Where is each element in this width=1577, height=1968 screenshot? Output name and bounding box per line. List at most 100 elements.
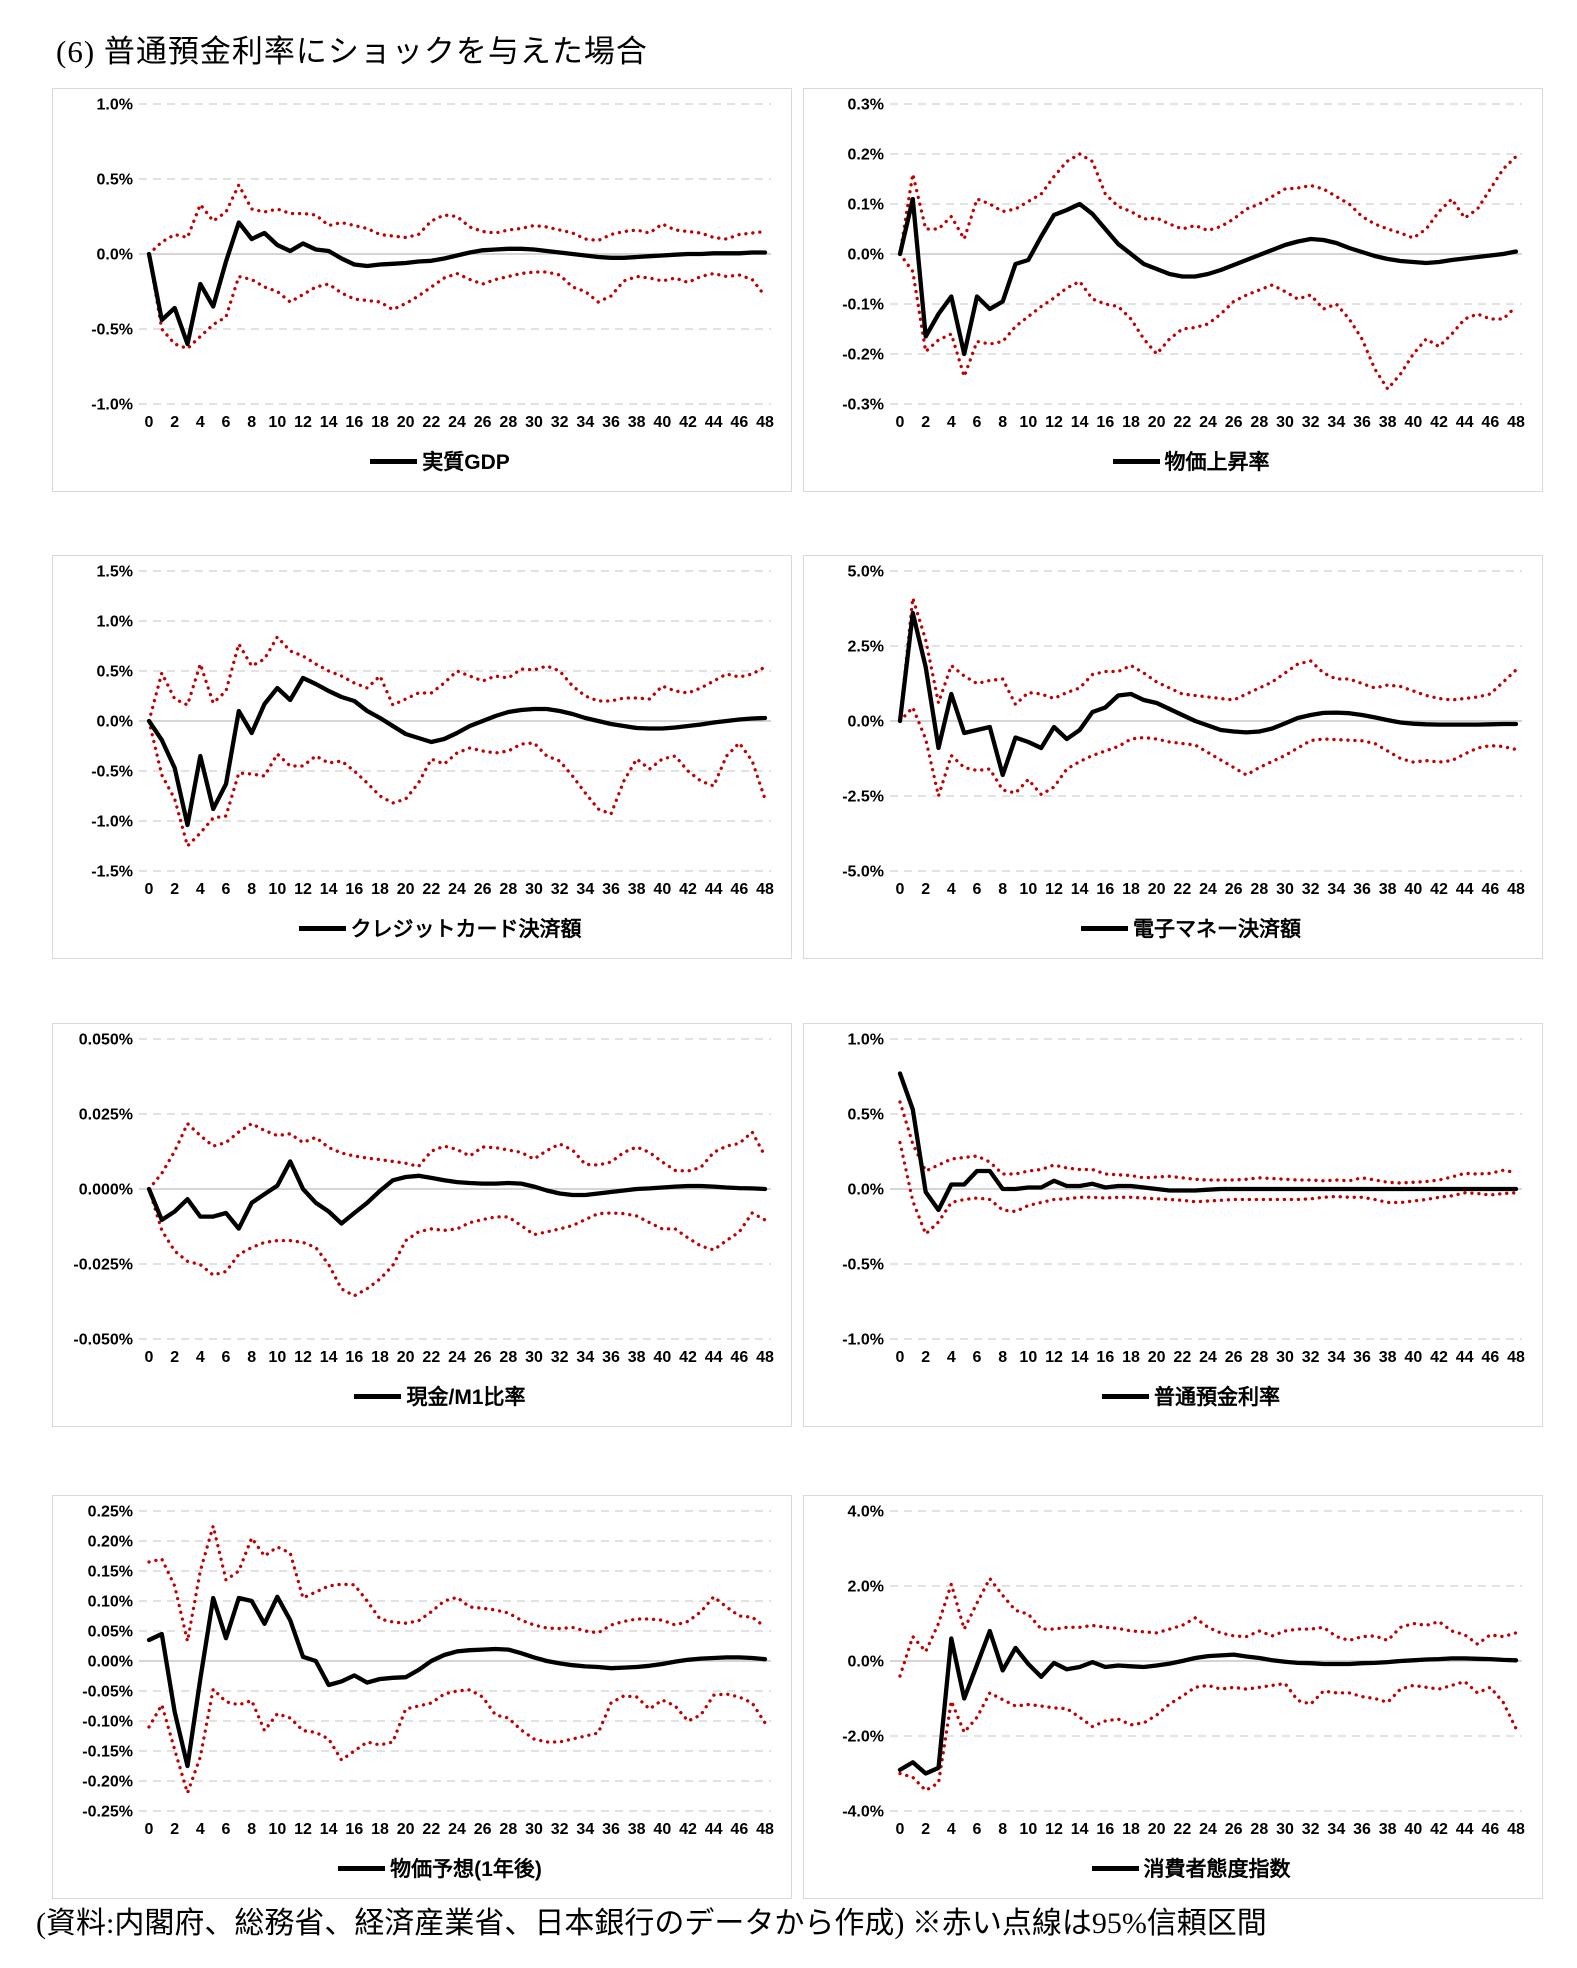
svg-text:28: 28: [1250, 881, 1268, 898]
svg-text:48: 48: [756, 1349, 774, 1366]
svg-text:0.00%: 0.00%: [88, 1654, 133, 1671]
svg-text:30: 30: [1276, 881, 1294, 898]
legend: 物価予想(1年後): [53, 1842, 791, 1894]
svg-text:6: 6: [222, 881, 231, 898]
svg-text:46: 46: [730, 1349, 748, 1366]
svg-text:0.25%: 0.25%: [88, 1504, 133, 1521]
svg-text:12: 12: [1045, 1349, 1063, 1366]
svg-text:0: 0: [145, 414, 154, 431]
svg-text:-0.2%: -0.2%: [842, 347, 884, 364]
svg-text:8: 8: [247, 1821, 256, 1838]
svg-text:48: 48: [1507, 1349, 1525, 1366]
svg-text:32: 32: [551, 414, 569, 431]
svg-text:4.0%: 4.0%: [848, 1504, 884, 1521]
svg-text:16: 16: [1096, 881, 1114, 898]
svg-text:28: 28: [1250, 1821, 1268, 1838]
svg-text:10: 10: [268, 881, 286, 898]
svg-text:26: 26: [474, 1821, 492, 1838]
svg-text:20: 20: [1148, 1349, 1166, 1366]
svg-text:44: 44: [705, 1821, 723, 1838]
svg-text:4: 4: [947, 1821, 956, 1838]
svg-text:18: 18: [1122, 1349, 1140, 1366]
svg-text:30: 30: [525, 1349, 543, 1366]
svg-text:6: 6: [973, 414, 982, 431]
svg-text:16: 16: [1096, 1349, 1114, 1366]
legend-line-icon: [338, 1865, 386, 1871]
svg-text:0.5%: 0.5%: [97, 664, 133, 681]
chart-plot-credit-card-payments: 1.5%1.0%0.5%0.0%-0.5%-1.0%-1.5%0 2 4 6 8 10 12…: [91, 564, 774, 899]
svg-text:2: 2: [921, 881, 930, 898]
svg-text:0.0%: 0.0%: [97, 714, 133, 731]
svg-text:1.5%: 1.5%: [97, 564, 133, 581]
svg-text:36: 36: [602, 1349, 620, 1366]
chart-ordinary-deposit-rate: 1.0% 0.5% 0.0% -0.5% -1.0% 0 2 4 6 8 10 12 14 16 18 20 2…: [803, 1023, 1543, 1427]
svg-text:36: 36: [1353, 881, 1371, 898]
svg-text:42: 42: [1430, 1349, 1448, 1366]
svg-text:22: 22: [422, 881, 440, 898]
svg-text:26: 26: [1225, 1821, 1243, 1838]
svg-text:26: 26: [1225, 1349, 1243, 1366]
legend-label: 物価上昇率: [1164, 451, 1270, 474]
svg-text:40: 40: [653, 1349, 671, 1366]
svg-text:22: 22: [422, 1349, 440, 1366]
svg-text:32: 32: [551, 881, 569, 898]
svg-text:38: 38: [628, 414, 646, 431]
svg-text:34: 34: [1327, 1821, 1345, 1838]
svg-text:20: 20: [397, 1349, 415, 1366]
svg-text:2: 2: [170, 881, 179, 898]
svg-text:16: 16: [345, 881, 363, 898]
svg-text:14: 14: [1071, 414, 1089, 431]
svg-text:-0.5%: -0.5%: [842, 1257, 884, 1274]
svg-text:18: 18: [371, 414, 389, 431]
chart-real-gdp: 1.0% 0.5% 0.0% -0.5% -1.0% 0 2 4 6 8 10 12 14 16 18 20 2…: [52, 88, 792, 492]
svg-text:38: 38: [628, 881, 646, 898]
legend-label: 実質GDP: [422, 451, 510, 474]
source-note: (資料:内閣府、総務省、経済産業省、日本銀行のデータから作成) ※赤い点線は95…: [36, 1907, 1267, 1940]
svg-text:-1.5%: -1.5%: [91, 864, 133, 881]
svg-text:0: 0: [145, 1349, 154, 1366]
svg-text:0: 0: [896, 1349, 905, 1366]
svg-text:-0.25%: -0.25%: [82, 1804, 133, 1821]
svg-text:16: 16: [345, 1821, 363, 1838]
svg-text:26: 26: [1225, 881, 1243, 898]
svg-text:34: 34: [576, 1349, 594, 1366]
chart-plot-e-money-payments: 5.0%2.5%0.0%-2.5%-5.0%0 2 4 6 8 10 12 14 16 18 20 2…: [842, 564, 1525, 899]
svg-text:36: 36: [1353, 414, 1371, 431]
chart-plot-cash-m1-ratio: 0.050%0.025%0.000%-0.025%-0.050%0 2 4 6 8 10 1…: [73, 1032, 774, 1367]
svg-text:46: 46: [1481, 881, 1499, 898]
legend-label: 消費者態度指数: [1143, 1858, 1291, 1881]
svg-text:0.1%: 0.1%: [848, 197, 884, 214]
svg-text:4: 4: [196, 1821, 205, 1838]
legend: クレジットカード決済額: [53, 902, 791, 954]
svg-text:24: 24: [448, 881, 466, 898]
svg-text:2: 2: [170, 1349, 179, 1366]
svg-text:-0.050%: -0.050%: [73, 1332, 133, 1349]
svg-text:0: 0: [145, 881, 154, 898]
svg-text:0.050%: 0.050%: [79, 1032, 133, 1049]
svg-text:44: 44: [1456, 414, 1474, 431]
legend: 電子マネー決済額: [804, 902, 1542, 954]
svg-text:20: 20: [1148, 414, 1166, 431]
chart-cash-m1-ratio: 0.050% 0.025% 0.000% -0.025% -0.050% 0 2 4 6 8 10 1…: [52, 1023, 792, 1427]
svg-text:42: 42: [1430, 881, 1448, 898]
chart-consumer-confidence-index: 4.0% 2.0% 0.0% -2.0% -4.0% 0 2 4 6 8 10 12 14 16 18 20 2…: [803, 1495, 1543, 1899]
svg-text:0.5%: 0.5%: [848, 1107, 884, 1124]
svg-text:2: 2: [170, 414, 179, 431]
svg-text:34: 34: [576, 881, 594, 898]
legend-line-icon: [1091, 1865, 1139, 1871]
legend-label: クレジットカード決済額: [350, 918, 582, 941]
svg-text:36: 36: [1353, 1349, 1371, 1366]
svg-text:28: 28: [1250, 1349, 1268, 1366]
svg-text:16: 16: [1096, 414, 1114, 431]
svg-text:32: 32: [551, 1349, 569, 1366]
svg-text:32: 32: [1302, 1349, 1320, 1366]
svg-text:48: 48: [1507, 881, 1525, 898]
svg-text:26: 26: [474, 414, 492, 431]
chart-plot-inflation-rate: 0.3%0.2%0.1%0.0%-0.1%-0.2%-0.3%0 2 4 6 8 10 12…: [842, 97, 1525, 432]
svg-text:1.0%: 1.0%: [97, 97, 133, 114]
svg-text:46: 46: [730, 881, 748, 898]
svg-text:22: 22: [422, 1821, 440, 1838]
svg-text:34: 34: [576, 1821, 594, 1838]
svg-text:22: 22: [422, 414, 440, 431]
svg-text:4: 4: [196, 414, 205, 431]
